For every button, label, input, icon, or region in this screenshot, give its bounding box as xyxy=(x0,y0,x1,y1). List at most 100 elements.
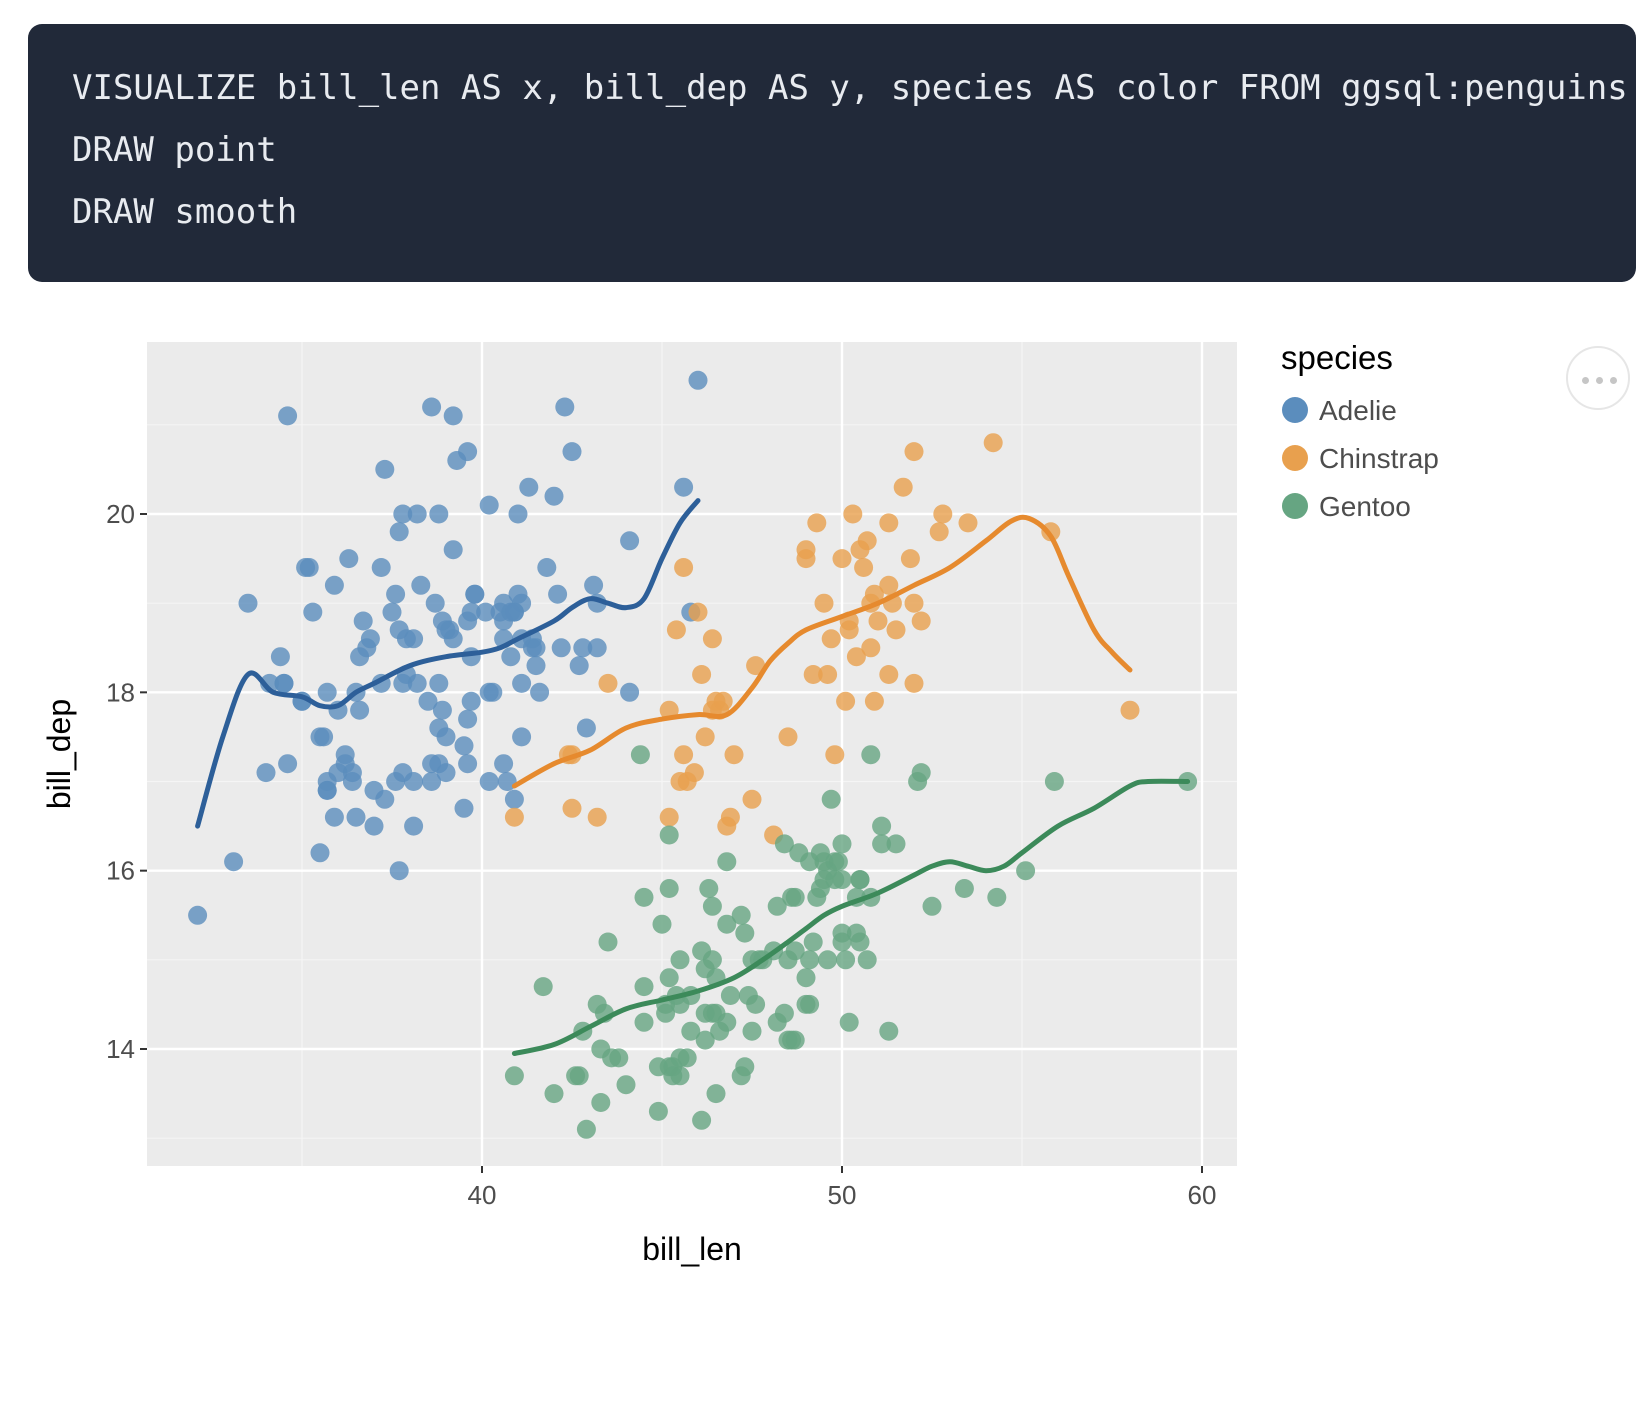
point-chinstrap xyxy=(587,807,607,827)
point-chinstrap xyxy=(846,647,866,667)
point-adelie xyxy=(576,718,596,738)
point-chinstrap xyxy=(839,620,859,640)
point-gentoo xyxy=(652,914,672,934)
code-line-visualize: VISUALIZE bill_len AS x, bill_dep AS y, … xyxy=(72,68,1628,108)
legend-swatch-gentoo xyxy=(1282,493,1308,519)
point-chinstrap xyxy=(504,807,524,827)
smooth-line-gentoo xyxy=(511,778,1191,1056)
point-adelie xyxy=(436,620,456,640)
point-gentoo xyxy=(861,745,881,765)
point-adelie xyxy=(188,905,208,925)
point-adelie xyxy=(317,682,337,702)
point-adelie xyxy=(375,789,395,809)
point-adelie xyxy=(620,531,640,551)
point-adelie xyxy=(494,754,514,774)
point-adelie xyxy=(526,656,546,676)
point-adelie xyxy=(461,602,481,622)
x-axis: 40 50 60 xyxy=(468,1166,1217,1210)
point-adelie xyxy=(364,816,384,836)
point-adelie xyxy=(422,772,442,791)
chart-container: 40 50 60 14 16 18 20 bill_len bill_dep specie… xyxy=(0,330,1652,1402)
point-adelie xyxy=(458,442,478,462)
x-tick-label: 50 xyxy=(828,1180,857,1210)
point-gentoo xyxy=(850,932,870,952)
point-chinstrap xyxy=(713,691,733,711)
point-gentoo xyxy=(774,1003,794,1023)
code-line-draw-point: DRAW point xyxy=(72,130,277,170)
point-gentoo xyxy=(800,994,820,1014)
point-gentoo xyxy=(659,968,679,988)
point-gentoo xyxy=(576,1119,596,1139)
point-adelie xyxy=(688,370,708,390)
point-gentoo xyxy=(695,1030,715,1050)
point-chinstrap xyxy=(825,745,845,765)
point-chinstrap xyxy=(688,602,708,622)
point-gentoo xyxy=(836,950,856,970)
point-adelie xyxy=(432,700,452,720)
point-adelie xyxy=(346,807,366,827)
point-chinstrap xyxy=(836,691,856,711)
point-adelie xyxy=(458,754,478,774)
point-gentoo xyxy=(634,977,654,997)
point-adelie xyxy=(386,584,406,604)
point-chinstrap xyxy=(900,549,920,569)
point-adelie xyxy=(389,522,409,542)
y-tick-label: 14 xyxy=(106,1034,135,1064)
point-gentoo xyxy=(767,896,787,916)
point-gentoo xyxy=(717,914,737,934)
point-gentoo xyxy=(659,825,679,845)
point-gentoo xyxy=(717,852,737,872)
point-adelie xyxy=(436,763,456,783)
code-line-draw-smooth: DRAW smooth xyxy=(72,192,298,232)
point-adelie xyxy=(303,602,323,622)
code-block: VISUALIZE bill_len AS x, bill_dep AS y, … xyxy=(28,24,1636,282)
point-chinstrap xyxy=(832,549,852,569)
point-chinstrap xyxy=(724,745,744,765)
ellipsis-icon[interactable] xyxy=(1566,346,1630,410)
point-chinstrap xyxy=(854,558,874,577)
legend-swatch-adelie xyxy=(1282,397,1308,423)
point-gentoo xyxy=(609,1048,629,1068)
point-gentoo xyxy=(1016,861,1036,881)
point-chinstrap xyxy=(818,665,838,684)
point-adelie xyxy=(238,593,258,613)
point-gentoo xyxy=(699,879,719,898)
point-chinstrap xyxy=(598,673,618,693)
point-chinstrap xyxy=(674,745,694,765)
point-chinstrap xyxy=(904,673,924,693)
y-axis-title: bill_dep xyxy=(41,699,77,809)
point-adelie xyxy=(512,673,532,693)
point-chinstrap xyxy=(886,620,906,640)
point-adelie xyxy=(407,504,427,524)
point-adelie xyxy=(454,736,474,756)
point-gentoo xyxy=(954,879,974,898)
point-gentoo xyxy=(800,950,820,970)
point-chinstrap xyxy=(864,584,884,604)
point-adelie xyxy=(537,558,557,577)
point-gentoo xyxy=(598,932,618,952)
point-adelie xyxy=(256,763,276,783)
point-adelie xyxy=(389,861,409,881)
point-gentoo xyxy=(785,1030,805,1050)
point-gentoo xyxy=(850,870,870,890)
point-gentoo xyxy=(1044,772,1064,791)
point-adelie xyxy=(501,647,521,667)
point-gentoo xyxy=(821,789,841,809)
y-tick-label: 20 xyxy=(106,499,135,529)
point-gentoo xyxy=(616,1075,636,1095)
point-chinstrap xyxy=(778,727,798,747)
point-chinstrap xyxy=(562,798,582,818)
point-gentoo xyxy=(670,950,690,970)
point-chinstrap xyxy=(868,611,888,631)
point-chinstrap xyxy=(821,629,841,649)
point-gentoo xyxy=(785,887,805,907)
point-adelie xyxy=(461,691,481,711)
point-chinstrap xyxy=(958,513,978,533)
point-chinstrap xyxy=(702,629,722,649)
point-gentoo xyxy=(828,852,848,872)
point-adelie xyxy=(544,486,564,506)
point-gentoo xyxy=(630,745,650,765)
point-gentoo xyxy=(832,870,852,890)
point-chinstrap xyxy=(807,513,827,533)
x-tick-label: 60 xyxy=(1188,1180,1217,1210)
